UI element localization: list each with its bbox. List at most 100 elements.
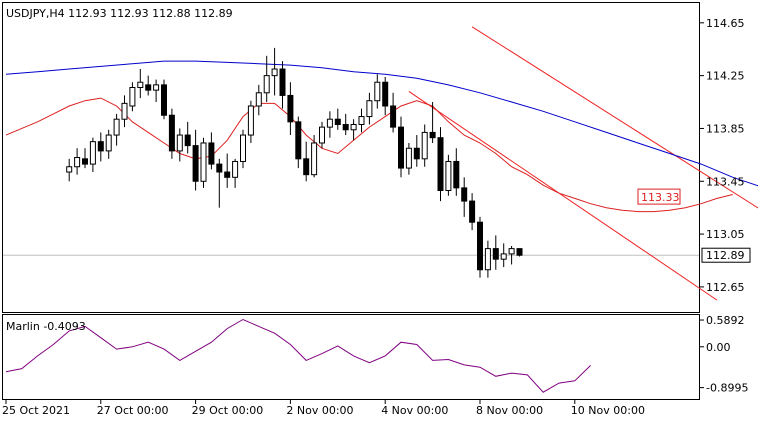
candle: [469, 193, 476, 231]
marlin-axis-label: 0.00: [706, 341, 731, 354]
candle: [484, 240, 491, 278]
candle: [145, 75, 152, 96]
candle-body: [168, 114, 175, 152]
candle-body: [113, 118, 120, 136]
candle: [461, 177, 468, 217]
candle-body: [477, 221, 483, 271]
candle: [453, 148, 460, 196]
candle-body: [461, 187, 468, 202]
candle-body: [453, 160, 460, 189]
price-axis-label: 113.45: [706, 175, 745, 188]
candle: [508, 245, 515, 265]
candle-body: [200, 142, 207, 182]
candle: [66, 158, 73, 182]
candle: [192, 129, 199, 191]
marlin-line: [5, 318, 591, 393]
candle: [500, 243, 507, 268]
candle-body: [374, 81, 381, 102]
candle: [105, 129, 112, 159]
price-plot-area: [3, 26, 758, 301]
marlin-axis-label: -0.8995: [706, 382, 748, 395]
candle-body: [358, 116, 365, 125]
time-axis-label: 4 Nov 00:00: [381, 404, 448, 417]
price-axis-label: 113.05: [706, 228, 745, 241]
price-axis-label: 114.65: [706, 17, 745, 30]
candle: [477, 216, 483, 278]
time-axis-label: 25 Oct 2021: [2, 404, 70, 417]
ma-forecast-label: 113.33: [641, 191, 680, 204]
candle-body: [66, 166, 73, 173]
candle-body: [326, 118, 333, 128]
price-axis-label: 112.65: [706, 281, 745, 294]
axes: 114.65 114.25 113.85 113.45 113.05 112.65 0.58…: [2, 17, 751, 417]
candle: [279, 61, 286, 109]
candle: [200, 137, 207, 188]
candle: [97, 132, 104, 162]
candle: [492, 235, 499, 270]
candle-body: [484, 248, 491, 271]
marlin-title: Marlin -0.4093: [6, 320, 86, 333]
time-axis-label: 10 Nov 00:00: [571, 404, 645, 417]
candle: [358, 108, 365, 133]
candle: [255, 84, 262, 116]
candle-body: [398, 126, 404, 169]
candle-body: [500, 253, 507, 260]
candle-body: [437, 137, 444, 192]
marlin-axis-label: 0.5892: [706, 314, 745, 327]
candle: [89, 137, 96, 173]
candle: [121, 95, 128, 128]
candle: [168, 108, 175, 159]
time-axis-label: 29 Oct 00:00: [192, 404, 264, 417]
candle-body: [82, 158, 88, 165]
candle: [366, 92, 373, 125]
candle-body: [303, 158, 310, 176]
candle: [429, 102, 436, 143]
candle-body: [137, 81, 144, 89]
candle: [176, 128, 183, 162]
candle-body: [342, 123, 349, 131]
time-axis-label: 2 Nov 00:00: [286, 404, 353, 417]
candle-body: [350, 123, 357, 131]
candle: [413, 135, 420, 167]
candle: [303, 141, 310, 182]
candle-body: [516, 248, 523, 256]
candle-body: [153, 84, 160, 91]
price-axis-label: 113.85: [706, 122, 745, 135]
candle: [232, 158, 239, 188]
candle: [334, 108, 341, 130]
candle: [184, 121, 191, 154]
candle-body: [176, 134, 183, 152]
candle-body: [184, 134, 191, 147]
candle: [405, 142, 412, 175]
candle: [216, 158, 223, 208]
candle-body: [413, 147, 420, 160]
candle-body: [382, 81, 389, 107]
marlin-panel-frame: [2, 314, 700, 400]
candle-body: [129, 87, 136, 107]
candle: [263, 55, 270, 103]
candle-body: [271, 68, 278, 77]
candle-body: [319, 126, 325, 144]
candle: [208, 132, 215, 170]
candle-body: [216, 163, 223, 173]
candle-body: [405, 147, 412, 169]
time-axis-label: 8 Nov 00:00: [476, 404, 543, 417]
trend-channel-lower: [408, 91, 718, 301]
candle-body: [192, 145, 199, 182]
candle: [445, 154, 452, 196]
candle: [129, 82, 136, 112]
candle-body: [240, 134, 246, 162]
candle-body: [295, 121, 302, 160]
candle: [311, 135, 318, 178]
candle-body: [74, 157, 81, 168]
candle: [153, 79, 160, 103]
candle-body: [279, 68, 286, 96]
candle-body: [492, 248, 499, 260]
candle: [295, 116, 302, 169]
candle: [516, 248, 523, 257]
current-price-label: 112.89: [706, 249, 745, 262]
marlin-plot-area: [5, 318, 591, 393]
candle-body: [145, 84, 152, 91]
candle-body: [161, 84, 167, 116]
moving-average-line-0: [5, 60, 758, 187]
